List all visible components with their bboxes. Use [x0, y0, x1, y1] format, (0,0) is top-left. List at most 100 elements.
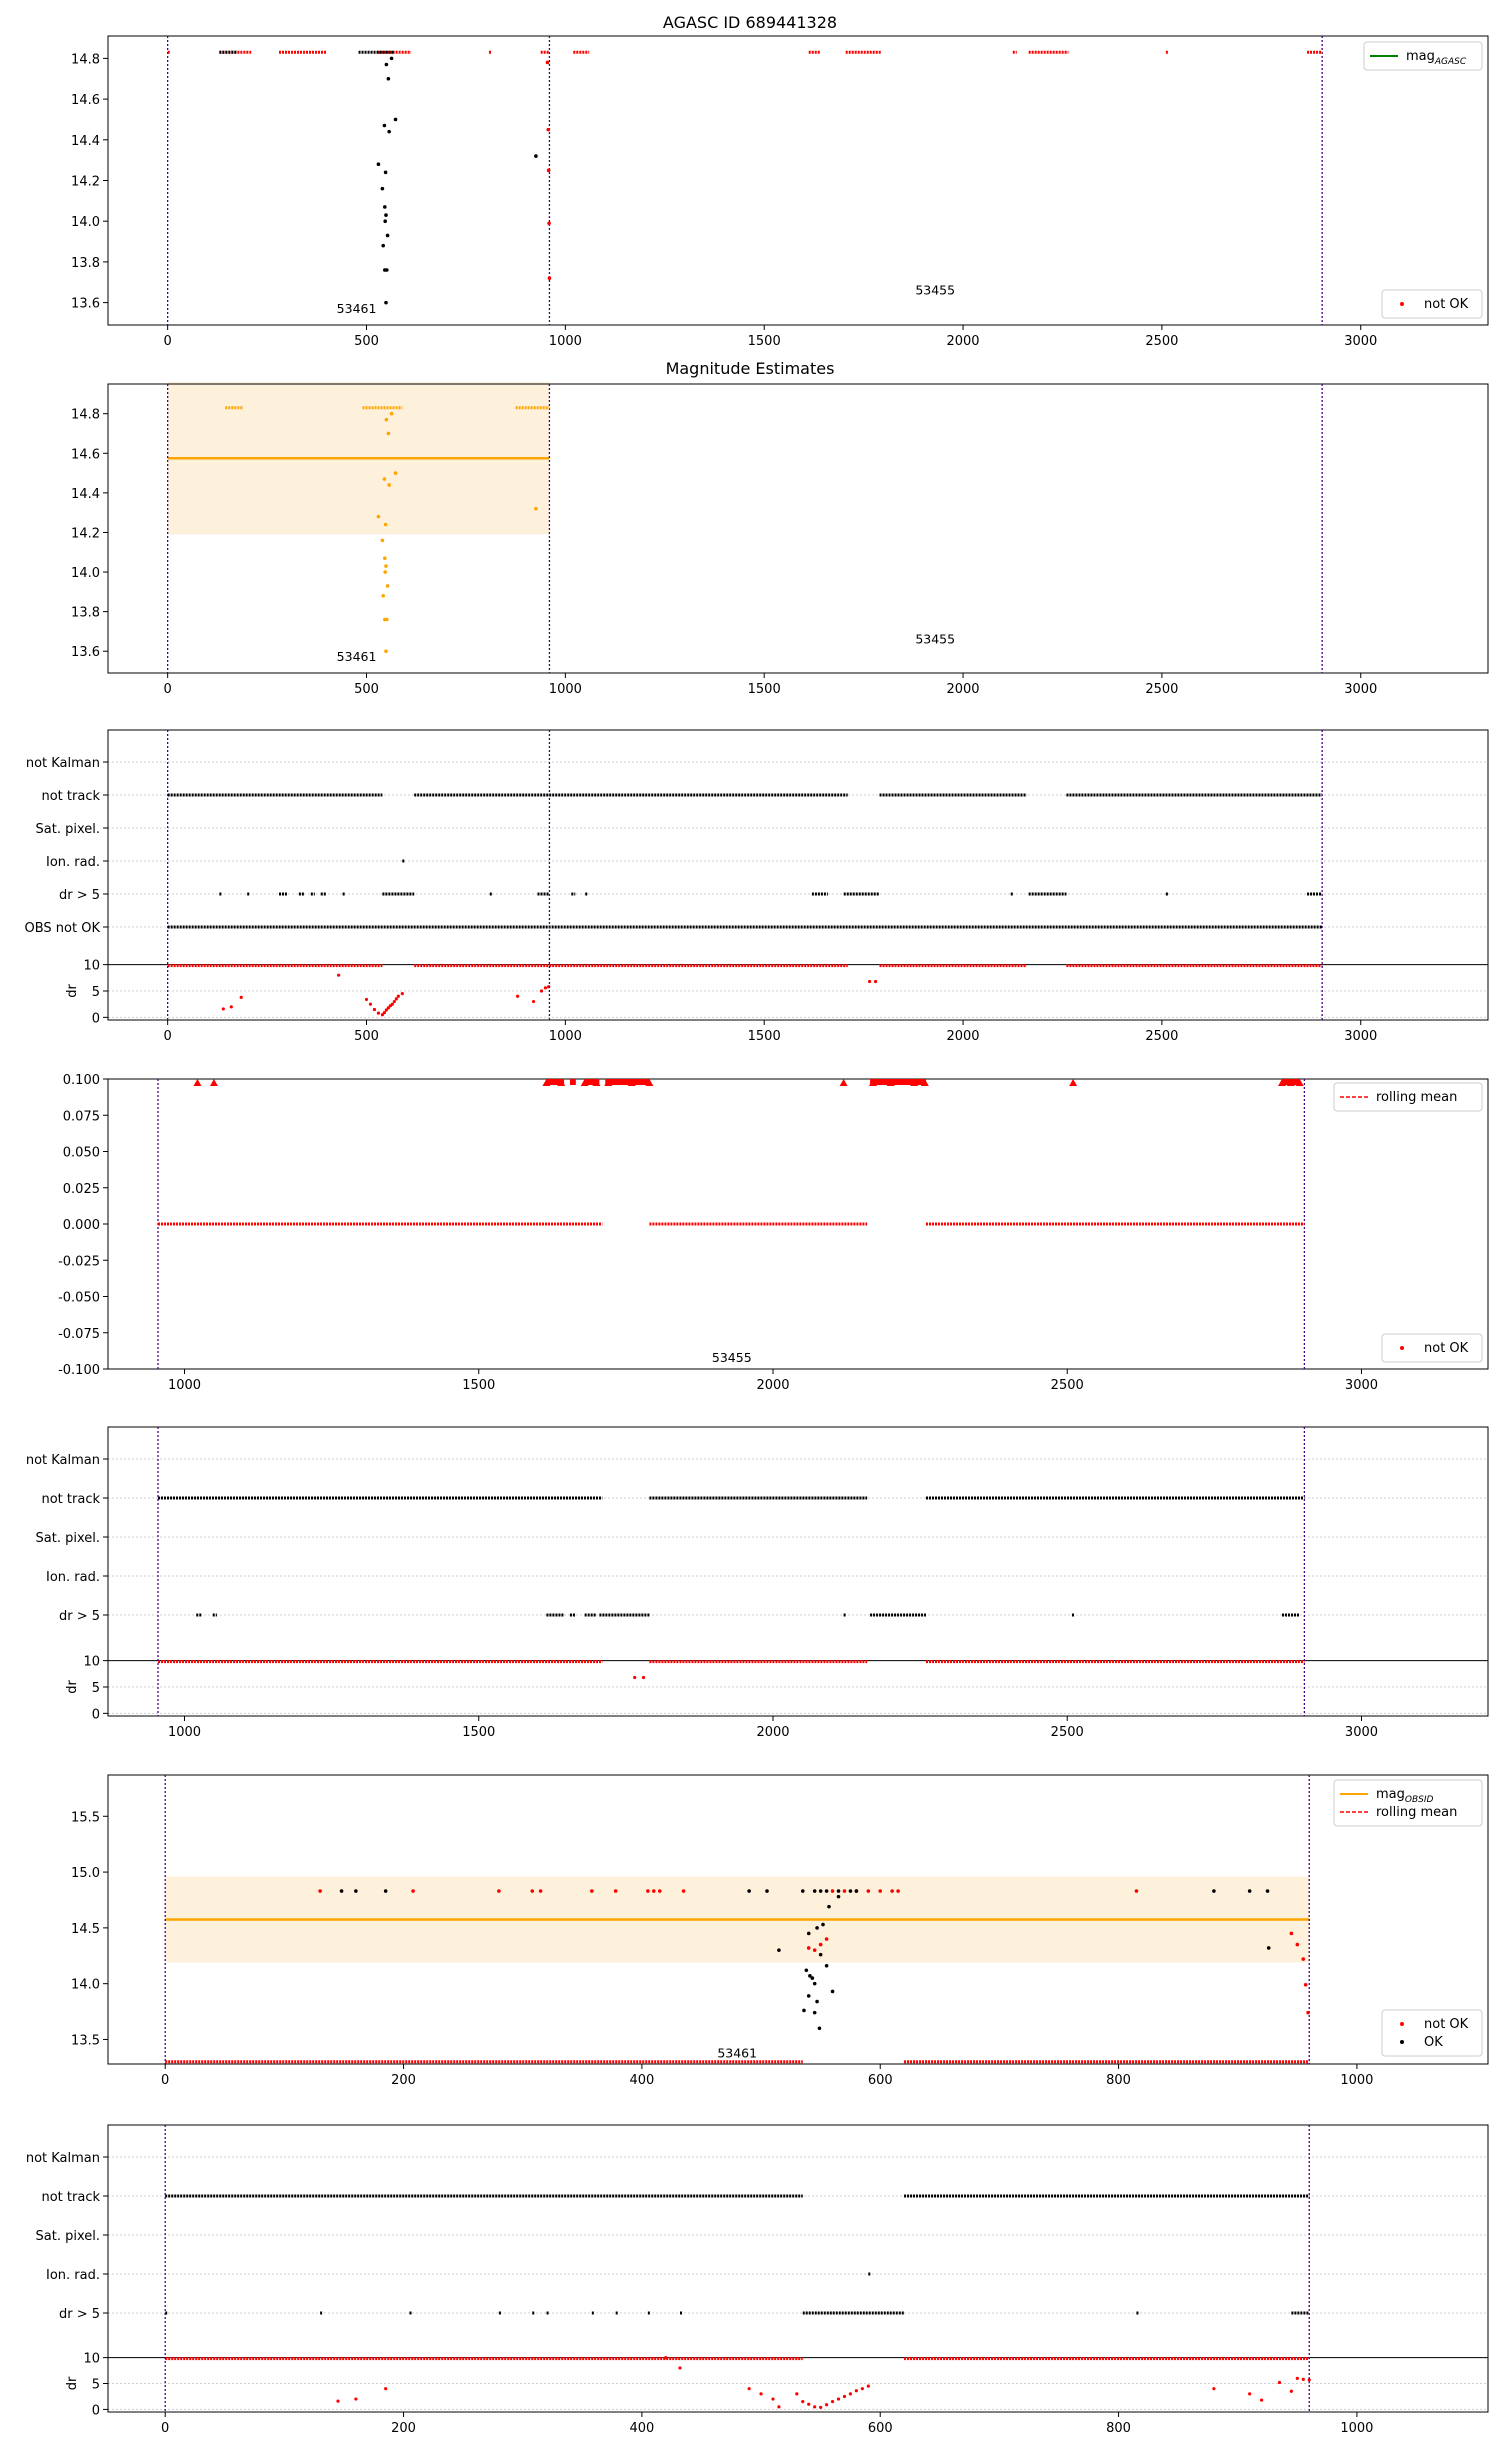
panel1-xtick-label: 1000 — [549, 334, 582, 349]
panel6-point — [890, 1889, 894, 1893]
panel3-dr-point — [543, 986, 548, 990]
panel7-dr-point — [825, 2403, 829, 2407]
panel4-ytick-label: -0.025 — [58, 1254, 100, 1269]
panel4-legend-label: rolling mean — [1376, 1090, 1457, 1105]
panel6-point — [848, 1889, 853, 1893]
panel7-dr-point — [801, 2400, 805, 2404]
panel6-point — [1301, 1957, 1306, 1961]
panel2-point — [387, 483, 391, 487]
panel7-dr-point — [1307, 2378, 1311, 2382]
panel3-xtick-label: 2000 — [946, 1029, 979, 1044]
panel6-point — [818, 1889, 823, 1893]
panel3-dr-point — [229, 1005, 233, 1009]
panel6-point — [747, 1889, 751, 1893]
panel3-dr-tick-label: 5 — [92, 985, 100, 1000]
panel2-ytick-label: 14.2 — [71, 526, 100, 541]
panel6-point — [657, 1889, 662, 1893]
panel1-ytick-label: 13.6 — [71, 297, 100, 312]
panel4-xtick-label: 1000 — [168, 1378, 201, 1393]
panel6-point — [818, 1942, 823, 1947]
panel1-point — [547, 221, 551, 226]
panel6-point — [613, 1889, 618, 1893]
panel4-clipped-marker — [869, 1079, 878, 1086]
panel5-dr-point — [641, 1675, 646, 1680]
panel4-clipped-marker — [1295, 1079, 1304, 1086]
panel6-point — [530, 1889, 535, 1893]
panel2-point — [393, 471, 398, 475]
panel4-clipped-marker — [542, 1079, 551, 1086]
panel3-dr-point — [516, 994, 520, 998]
panel1-xtick-label: 1500 — [748, 334, 781, 349]
panel6-point — [1134, 1889, 1139, 1893]
panel3-dr-point — [364, 997, 369, 1002]
panel2-point — [384, 417, 389, 422]
panel4-clipped-marker — [1278, 1079, 1287, 1086]
panel7-frame — [107, 2124, 1489, 2413]
panel6-point — [354, 1889, 358, 1893]
panel6-point — [681, 1889, 686, 1893]
panel1-point — [382, 123, 387, 128]
panel6-legend-label: magOBSID — [1376, 1787, 1434, 1805]
panel6-point — [824, 1964, 829, 1968]
panel4-ytick-label: 0.050 — [63, 1146, 100, 1161]
panel6-point — [497, 1889, 501, 1893]
panel7-flag-label: not Kalman — [26, 2151, 100, 2166]
panel7-flag-label: dr > 5 — [59, 2307, 100, 2322]
panel6-point — [830, 1989, 835, 1994]
panel3-flag-label: Ion. rad. — [46, 855, 100, 870]
panel6-xtick-label: 0 — [161, 2073, 169, 2088]
panel2-xtick-label: 2500 — [1145, 682, 1178, 697]
panel2-point — [389, 411, 394, 416]
panel1-point — [384, 300, 388, 305]
panel3-dr-point — [372, 1007, 377, 1012]
panel2-xtick-label: 2000 — [946, 682, 979, 697]
panel6-legend-lower-handle — [1400, 2040, 1404, 2044]
panel7-dr-point — [795, 2392, 799, 2396]
panel3-dr-point — [376, 1011, 381, 1015]
panel7-flag-label: not track — [41, 2190, 100, 2205]
panel1-frame — [107, 35, 1489, 326]
panel1-point — [545, 60, 550, 65]
panel6-point — [812, 1889, 817, 1893]
panel3-xtick-label: 1500 — [748, 1029, 781, 1044]
panel6-point — [866, 1889, 871, 1893]
panel4-annotation: 53455 — [712, 1350, 752, 1365]
panel4-legend-lower — [1381, 1333, 1483, 1363]
panel3-xtick-label: 1000 — [549, 1029, 582, 1044]
panel3-flag-label: Sat. pixel. — [36, 822, 100, 837]
panel6-ytick-label: 15.5 — [71, 1810, 100, 1825]
panel6-point — [827, 1904, 831, 1909]
panel2-annotation: 53455 — [915, 631, 955, 646]
panel3-dr-point — [382, 1011, 386, 1015]
panel4-clipped-marker — [645, 1079, 654, 1086]
panel7-dr-point — [813, 2405, 817, 2409]
panel7-xtick-label: 400 — [629, 2421, 654, 2436]
panel3-dr-point — [384, 1008, 388, 1012]
panel6-point — [812, 2010, 817, 2015]
panel6-point — [806, 1931, 811, 1936]
panel6-point — [830, 1889, 835, 1893]
panel2-xtick-label: 0 — [164, 682, 172, 697]
panel4-clipped-band — [870, 1079, 926, 1085]
panel4-legend-upper — [1333, 1082, 1483, 1112]
panel3-xtick-label: 2500 — [1145, 1029, 1178, 1044]
panel4-xtick-label: 2000 — [756, 1378, 789, 1393]
panel6-point — [1303, 1982, 1308, 1987]
panel2-xtick-label: 500 — [354, 682, 379, 697]
panel1-legend-label: magAGASC — [1406, 49, 1467, 67]
panel2-ytick-label: 14.8 — [71, 408, 100, 423]
panel5-xtick-label: 1500 — [462, 1725, 495, 1740]
panel5-xtick-label: 2000 — [756, 1725, 789, 1740]
panel6-ytick-label: 15.0 — [71, 1866, 100, 1881]
panel4-ytick-label: 0.075 — [63, 1109, 100, 1124]
panel5-flag-label: Sat. pixel. — [36, 1531, 100, 1546]
panel7-dr-point — [777, 2405, 781, 2409]
panel4-ytick-label: -0.100 — [58, 1363, 100, 1378]
panel6-xtick-label: 400 — [629, 2073, 654, 2088]
panel6-xtick-label: 600 — [868, 2073, 893, 2088]
panel7-xtick-label: 1000 — [1340, 2421, 1373, 2436]
panel3-dr-point — [539, 989, 544, 993]
panel6-point — [339, 1889, 344, 1893]
panel1-ytick-label: 14.0 — [71, 215, 100, 230]
panel7-dr-point — [854, 2389, 858, 2393]
